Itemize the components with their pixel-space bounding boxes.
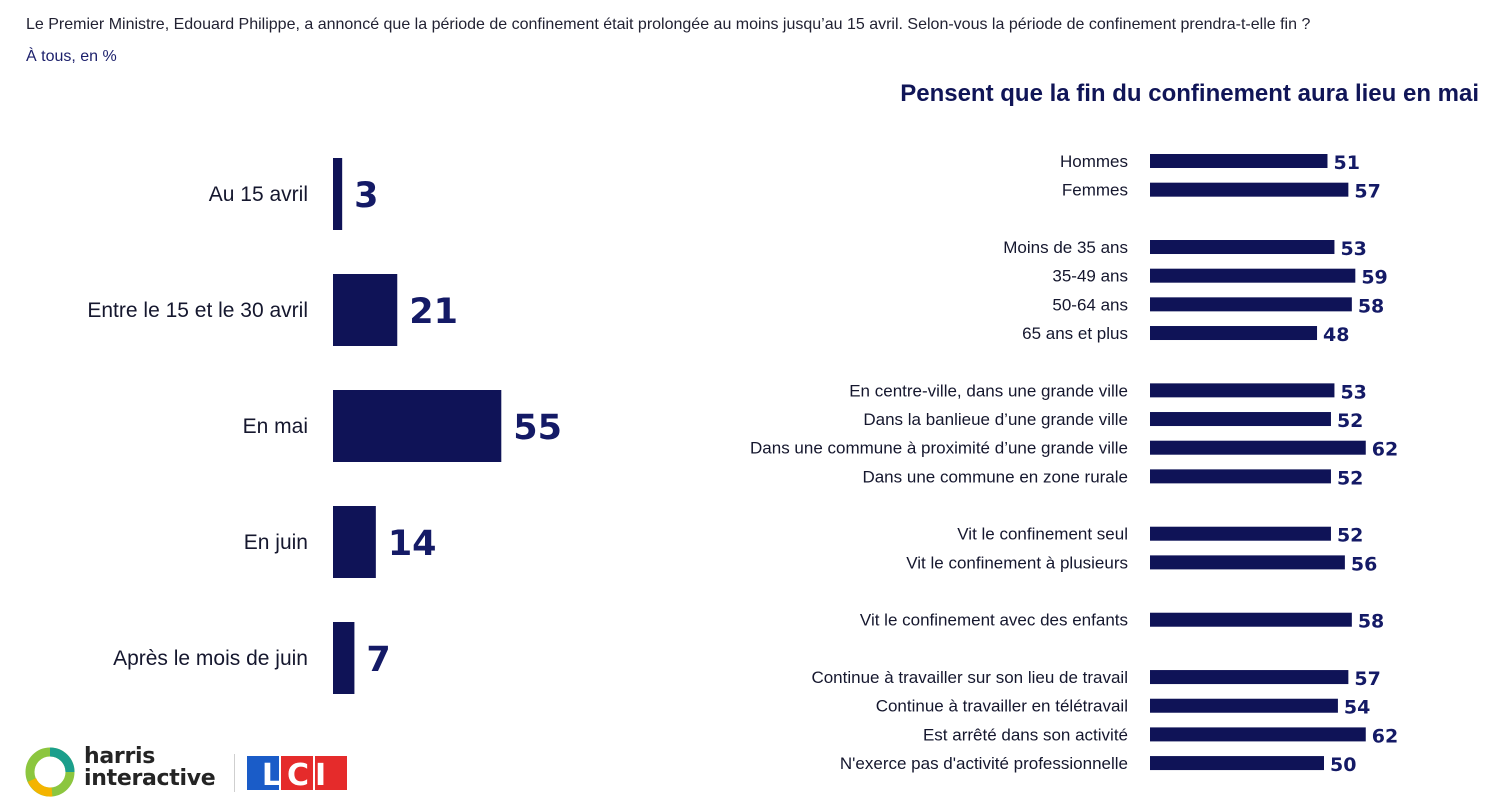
logo-divider [234,754,235,792]
left-value-label: 3 [354,176,378,216]
right-category-label: Est arrêté dans son activité [923,725,1128,744]
right-bar [1150,154,1328,168]
left-value-label: 7 [366,640,390,680]
right-category-label: Continue à travailler sur son lieu de tr… [811,668,1128,687]
right-category-label: Vit le confinement à plusieurs [906,553,1128,572]
right-value-label: 51 [1333,152,1359,174]
right-value-label: 62 [1372,725,1398,747]
right-bar [1150,756,1324,771]
right-category-label: 50-64 ans [1052,295,1128,314]
right-category-label: Continue à travailler en télétravail [876,697,1128,716]
left-category-label: En juin [244,531,308,554]
right-value-label: 53 [1340,238,1366,260]
right-category-label: N'exerce pas d'activité professionnelle [840,754,1128,773]
left-bar [333,506,376,578]
right-bar [1150,412,1331,427]
harris-interactive-wordmark: harris interactive [84,744,216,791]
right-category-label: 65 ans et plus [1022,324,1128,343]
survey-base: À tous, en % [26,48,117,65]
harris-interactive-logo-icon [25,747,75,797]
right-category-label: 35-49 ans [1052,267,1128,286]
left-bar [333,622,355,694]
right-bar [1150,240,1335,255]
right-bar [1150,297,1352,312]
lci-logo: LCI [245,754,349,792]
right-bar [1150,268,1356,283]
right-value-label: 62 [1372,439,1398,461]
right-category-label: Hommes [1060,152,1128,171]
lci-logo-text: LCI [262,758,332,792]
right-value-label: 57 [1354,181,1380,203]
right-bar [1150,727,1366,742]
left-category-label: Au 15 avril [209,183,308,206]
right-category-label: Vit le confinement seul [957,525,1128,544]
right-value-label: 53 [1340,381,1366,403]
right-category-label: Dans la banlieue d’une grande ville [863,410,1128,429]
right-value-label: 58 [1358,611,1384,633]
right-category-label: En centre-ville, dans une grande ville [849,381,1128,400]
right-category-label: Moins de 35 ans [1003,238,1128,257]
right-bar-chart: Hommes 51 Femmes 57 Moins de 35 ans 53 35-49 a… [750,152,1398,776]
right-category-label: Femmes [1062,181,1128,200]
right-value-label: 52 [1337,410,1363,432]
left-bar [333,158,343,230]
right-value-label: 59 [1361,267,1387,289]
left-bar [333,274,398,346]
footer-logos: harris interactive LCI [22,742,362,802]
left-value-label: 55 [513,408,562,448]
right-category-label: Dans une commune en zone rurale [862,467,1128,486]
right-value-label: 58 [1358,295,1384,317]
right-value-label: 57 [1354,668,1380,690]
left-category-label: Entre le 15 et le 30 avril [87,299,308,322]
right-value-label: 52 [1337,467,1363,489]
harris-wordmark-line1: harris [84,744,156,769]
right-value-label: 48 [1323,324,1349,346]
right-bar [1150,326,1318,341]
right-value-label: 52 [1337,525,1363,547]
right-bar [1150,612,1352,627]
left-bar [333,390,502,462]
right-chart-title: Pensent que la fin du confinement aura l… [900,80,1479,107]
right-bar [1150,182,1349,197]
right-bar [1150,526,1331,541]
left-category-label: En mai [243,415,308,438]
right-bar [1150,440,1366,455]
left-category-label: Après le mois de juin [113,647,308,670]
right-bar [1150,555,1345,570]
right-value-label: 54 [1344,697,1370,719]
right-bar [1150,698,1338,713]
harris-wordmark-line2: interactive [84,766,216,791]
right-bar [1150,670,1349,685]
right-value-label: 50 [1330,754,1356,776]
left-bar-chart: Au 15 avril 3 Entre le 15 et le 30 avril 21… [87,158,562,694]
right-category-label: Vit le confinement avec des enfants [860,611,1128,630]
right-bar [1150,469,1331,484]
survey-question: Le Premier Ministre, Edouard Philippe, a… [26,16,1311,33]
left-value-label: 21 [409,292,458,332]
left-value-label: 14 [388,524,437,564]
right-category-label: Dans une commune à proximité d’une grand… [750,439,1128,458]
right-value-label: 56 [1351,553,1377,575]
right-bar [1150,383,1335,398]
